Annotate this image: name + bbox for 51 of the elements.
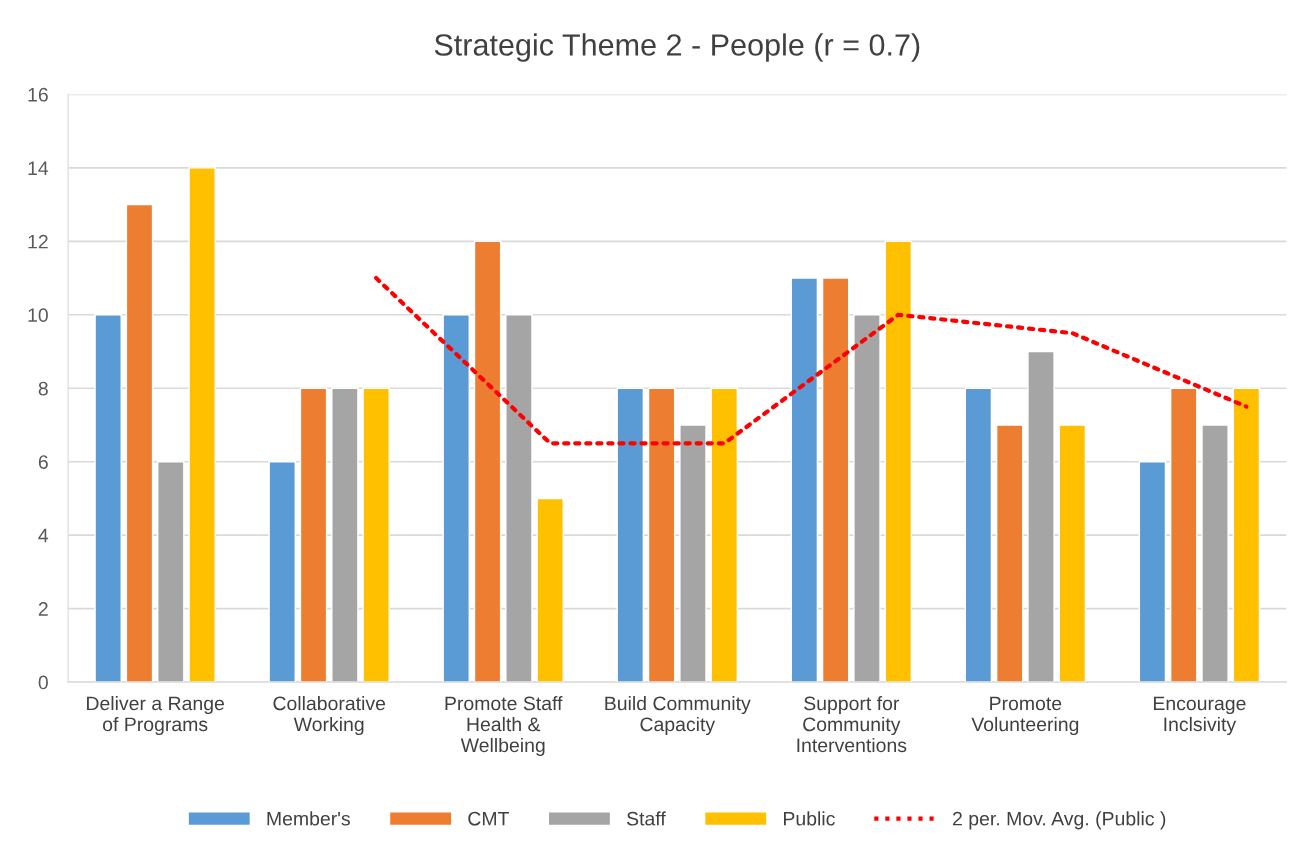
x-tick-label: Promote Volunteering: [971, 696, 1079, 736]
bar: [473, 240, 502, 683]
bar: [1027, 350, 1055, 683]
y-tick-label: 14: [28, 161, 49, 175]
line-series: [374, 275, 1249, 446]
y-tick-label: 4: [38, 528, 49, 543]
y-tick-label: 8: [38, 381, 48, 396]
bar: [442, 314, 470, 683]
bar: [821, 277, 850, 683]
bar: [1201, 424, 1229, 683]
x-tick-label: Support for Community Interventions: [797, 696, 907, 753]
y-tick-label: 0: [38, 675, 48, 690]
x-tick-label: Collaborative Working: [273, 696, 386, 736]
bar: [157, 461, 185, 683]
bar: [1058, 424, 1087, 683]
bar: [188, 167, 216, 683]
x-tick-label: Deliver a Range of Programs: [87, 696, 224, 736]
bar: [1169, 387, 1198, 683]
bar: [362, 387, 390, 683]
legend-label: Staff: [626, 811, 666, 826]
bar: [647, 387, 676, 683]
bar: [884, 240, 913, 683]
bar: [299, 387, 328, 683]
bar: [505, 314, 533, 683]
bar: [995, 424, 1024, 683]
bar: [1138, 461, 1167, 683]
legend-label: CMT: [468, 811, 509, 826]
y-tick-label: 6: [38, 455, 48, 469]
chart-title: Strategic Theme 2 - People (r = 0.7): [434, 33, 920, 62]
legend-label: 2 per. Mov. Avg. (Public ): [953, 811, 1166, 830]
y-tick-label: 12: [28, 234, 48, 249]
bar: [616, 387, 645, 683]
bar: [268, 461, 296, 683]
bar: [710, 387, 739, 683]
y-tick-label: 2: [38, 602, 48, 616]
y-tick-label: 16: [28, 87, 48, 102]
legend-label: Member's: [267, 811, 350, 826]
bar: [1232, 387, 1261, 683]
bar: [536, 497, 564, 683]
legend-label: Public: [784, 811, 835, 826]
bar: [94, 314, 122, 683]
bar: [679, 424, 707, 683]
bar: [331, 387, 359, 683]
bar: [790, 277, 819, 683]
bar: [125, 203, 154, 683]
bar: [853, 314, 881, 683]
y-tick-label: 10: [28, 308, 48, 323]
x-tick-label: Encourage Inclsivity: [1153, 696, 1246, 736]
x-tick-label: Promote Staff Health & Wellbeing: [445, 696, 563, 757]
bar: [964, 387, 993, 683]
x-tick-label: Build Community Capacity: [605, 696, 751, 736]
